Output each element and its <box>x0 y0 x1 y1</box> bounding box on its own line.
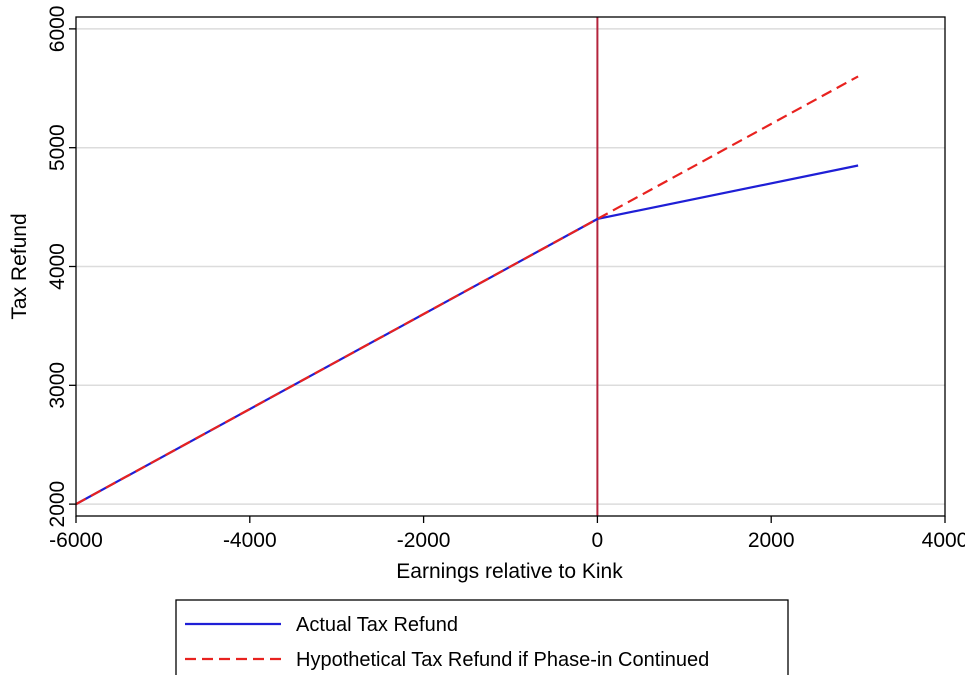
legend-label-2: Hypothetical Tax Refund if Phase-in Cont… <box>296 649 709 671</box>
y-tick-label: 6000 <box>46 6 69 53</box>
y-tick-label: 2000 <box>46 481 69 528</box>
y-tick-label: 3000 <box>46 362 69 409</box>
y-axis-title: Tax Refund <box>8 213 31 319</box>
axes: -6000 -4000 -2000 0 2000 4000 2000 3000 4000 5000… <box>46 6 965 552</box>
legend-box <box>175 599 789 675</box>
legend: Actual Tax Refund Hypothetical Tax Refund… <box>175 599 789 675</box>
x-tick-label: -4000 <box>223 529 277 552</box>
y-tick-label: 5000 <box>46 124 69 171</box>
series-line-2 <box>75 75 859 506</box>
legend-label-1: Actual Tax Refund <box>296 614 458 636</box>
x-axis-title: Earnings relative to Kink <box>396 560 623 583</box>
x-tick-label: 0 <box>592 529 604 552</box>
x-tick-label: -6000 <box>49 529 103 552</box>
x-tick-label: -2000 <box>397 529 451 552</box>
x-tick-label: 2000 <box>748 529 795 552</box>
series-lines <box>75 17 859 516</box>
series-line-1 <box>75 164 859 506</box>
x-tick-label: 4000 <box>922 529 965 552</box>
y-tick-label: 4000 <box>46 243 69 290</box>
